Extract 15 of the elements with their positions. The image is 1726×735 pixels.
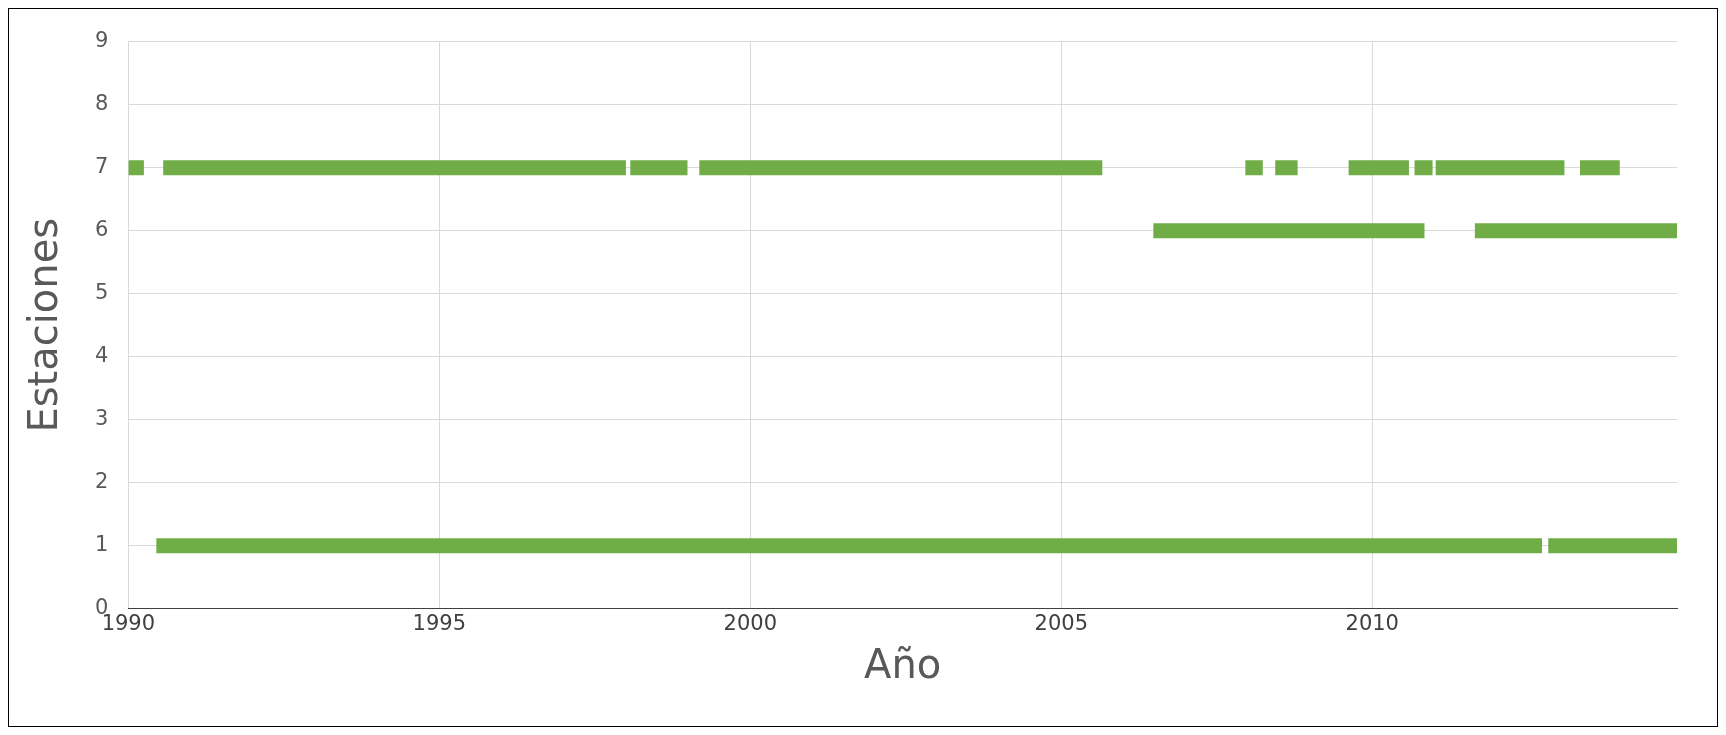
x-axis-title: Año (864, 641, 942, 688)
y-tick-label: 5 (94, 280, 109, 305)
y-tick-label: 4 (94, 343, 109, 368)
x-tick-label: 2000 (723, 610, 778, 635)
y-tick-label: 6 (94, 217, 109, 242)
y-tick-label: 8 (94, 91, 109, 116)
x-tick-label: 2005 (1034, 610, 1088, 635)
y-tick-label: 7 (94, 154, 109, 179)
y-tick-label: 2 (94, 469, 109, 494)
x-tick-label: 2010 (1345, 610, 1399, 635)
y-axis-title: Estaciones (20, 217, 67, 433)
y-tick-label: 1 (94, 532, 109, 557)
x-tick-label: 1995 (412, 610, 467, 635)
y-tick-label: 3 (94, 406, 109, 431)
y-tick-label: 9 (94, 28, 109, 53)
